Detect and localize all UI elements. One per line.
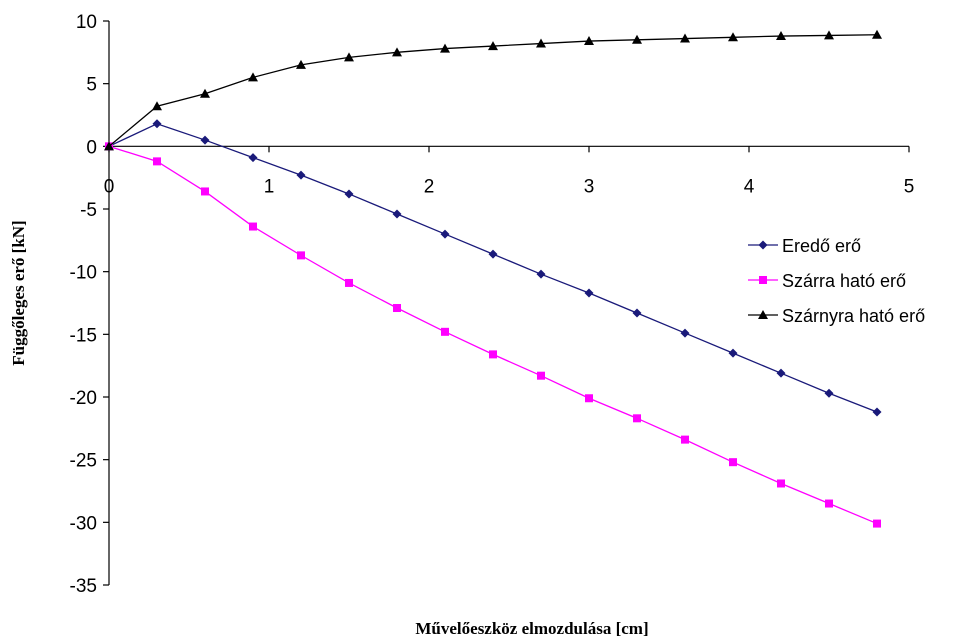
data-point (584, 36, 594, 46)
data-point (729, 458, 737, 467)
y-tick-label: -35 (70, 576, 97, 597)
data-point (824, 388, 834, 398)
data-point (153, 157, 161, 166)
y-axis: 10 5 0 -5 -10 -15 -20 -25 -30 -35 (70, 12, 110, 597)
data-point (872, 29, 882, 39)
series-2 (105, 142, 881, 528)
series-line (108, 145, 878, 525)
x-tick-label: 2 (424, 176, 435, 197)
x-tick-label: 5 (904, 176, 915, 197)
series-line (108, 34, 878, 147)
data-point (489, 350, 497, 359)
data-point (200, 88, 210, 98)
data-point (680, 33, 690, 43)
x-tick-label: 1 (264, 176, 275, 197)
data-point (873, 519, 881, 528)
data-point (440, 229, 450, 239)
legend-item: Szárra ható erő (748, 271, 906, 291)
data-point (297, 251, 305, 260)
data-point (872, 407, 882, 417)
series-line (108, 123, 878, 413)
data-point (392, 47, 402, 57)
data-point (104, 141, 114, 151)
data-point (344, 189, 354, 199)
data-point (201, 187, 209, 196)
y-tick-label: -15 (70, 325, 97, 346)
data-point (728, 32, 738, 42)
data-point (728, 348, 738, 358)
data-point (152, 119, 162, 129)
y-tick-label: -10 (70, 263, 97, 284)
x-tick-label: 4 (744, 176, 755, 197)
x-tick-label: 0 (104, 176, 115, 197)
data-point (393, 304, 401, 313)
data-point (824, 30, 834, 40)
data-point (633, 414, 641, 423)
data-point (632, 308, 642, 318)
data-point (296, 59, 306, 69)
legend-swatch-marker (758, 240, 768, 250)
y-tick-label: -20 (70, 388, 97, 409)
y-tick-label: 0 (86, 137, 97, 158)
data-point (345, 278, 353, 287)
x-axis: 0 1 2 3 4 5 (104, 145, 915, 197)
legend-swatch-marker (759, 276, 767, 284)
legend-label: Szárnyra ható erő (782, 306, 925, 326)
data-point (536, 269, 546, 279)
legend-swatch-marker (758, 310, 768, 319)
x-axis-title: Művelőeszköz elmozdulása [cm] (415, 619, 648, 638)
data-point (536, 38, 546, 48)
data-point (392, 209, 402, 219)
data-point (488, 249, 498, 259)
legend-label: Eredő erő (782, 236, 861, 256)
y-tick-label: 5 (86, 75, 97, 96)
y-tick-label: -25 (70, 451, 97, 472)
legend-item: Eredő erő (748, 236, 861, 256)
data-point (441, 327, 449, 336)
legend: Eredő erő Szárra ható erő Szárnyra ható er… (748, 236, 925, 326)
data-point (249, 222, 257, 231)
y-tick-label: 10 (76, 12, 97, 33)
y-tick-label: -30 (70, 513, 97, 534)
data-point (440, 43, 450, 53)
series-1 (104, 119, 882, 417)
data-point (776, 31, 786, 41)
data-point (488, 41, 498, 51)
data-point (632, 34, 642, 44)
data-point (248, 153, 258, 163)
data-point (825, 499, 833, 508)
data-point (777, 479, 785, 488)
legend-label: Szárra ható erő (782, 271, 906, 291)
series-3 (104, 29, 882, 151)
data-point (248, 72, 258, 82)
data-point (537, 371, 545, 380)
data-point (152, 101, 162, 111)
data-point (584, 288, 594, 298)
data-point (776, 368, 786, 378)
y-axis-title: Függőleges erő [kN] (9, 220, 28, 365)
data-point (680, 328, 690, 338)
data-point (344, 52, 354, 62)
series-layer (104, 29, 882, 528)
data-point (296, 170, 306, 180)
data-point (585, 394, 593, 403)
data-point (200, 135, 210, 145)
data-point (681, 435, 689, 444)
legend-item: Szárnyra ható erő (748, 306, 925, 326)
y-tick-label: -5 (80, 200, 97, 221)
x-tick-label: 3 (584, 176, 595, 197)
